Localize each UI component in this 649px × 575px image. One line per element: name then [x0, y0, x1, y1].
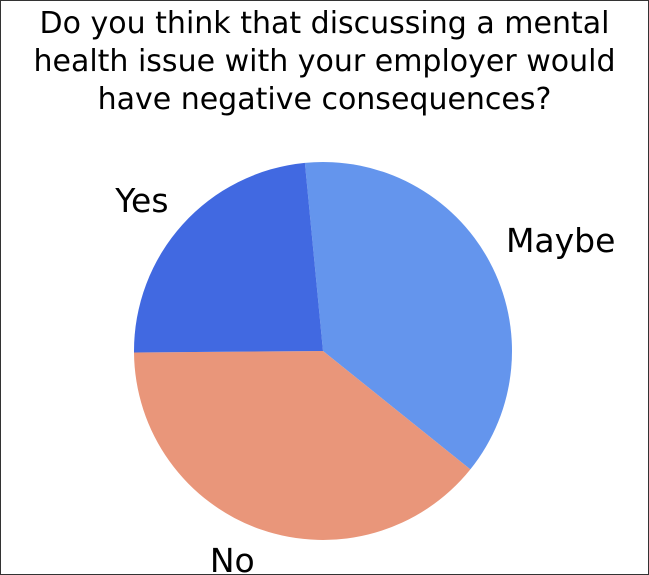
pie-label-maybe: Maybe	[506, 221, 615, 260]
pie-slice-no	[134, 351, 471, 540]
pie-label-yes: Yes	[114, 181, 168, 220]
chart-title: Do you think that discussing a mental he…	[1, 5, 648, 119]
pie-slice-yes	[133, 162, 323, 353]
chart-title-line-3: have negative consequences?	[97, 82, 552, 117]
chart-title-line-2: health issue with your employer would	[33, 44, 616, 79]
pie-slice-maybe	[304, 162, 512, 470]
pie-label-no: No	[210, 541, 255, 574]
chart-title-line-1: Do you think that discussing a mental	[39, 6, 610, 41]
